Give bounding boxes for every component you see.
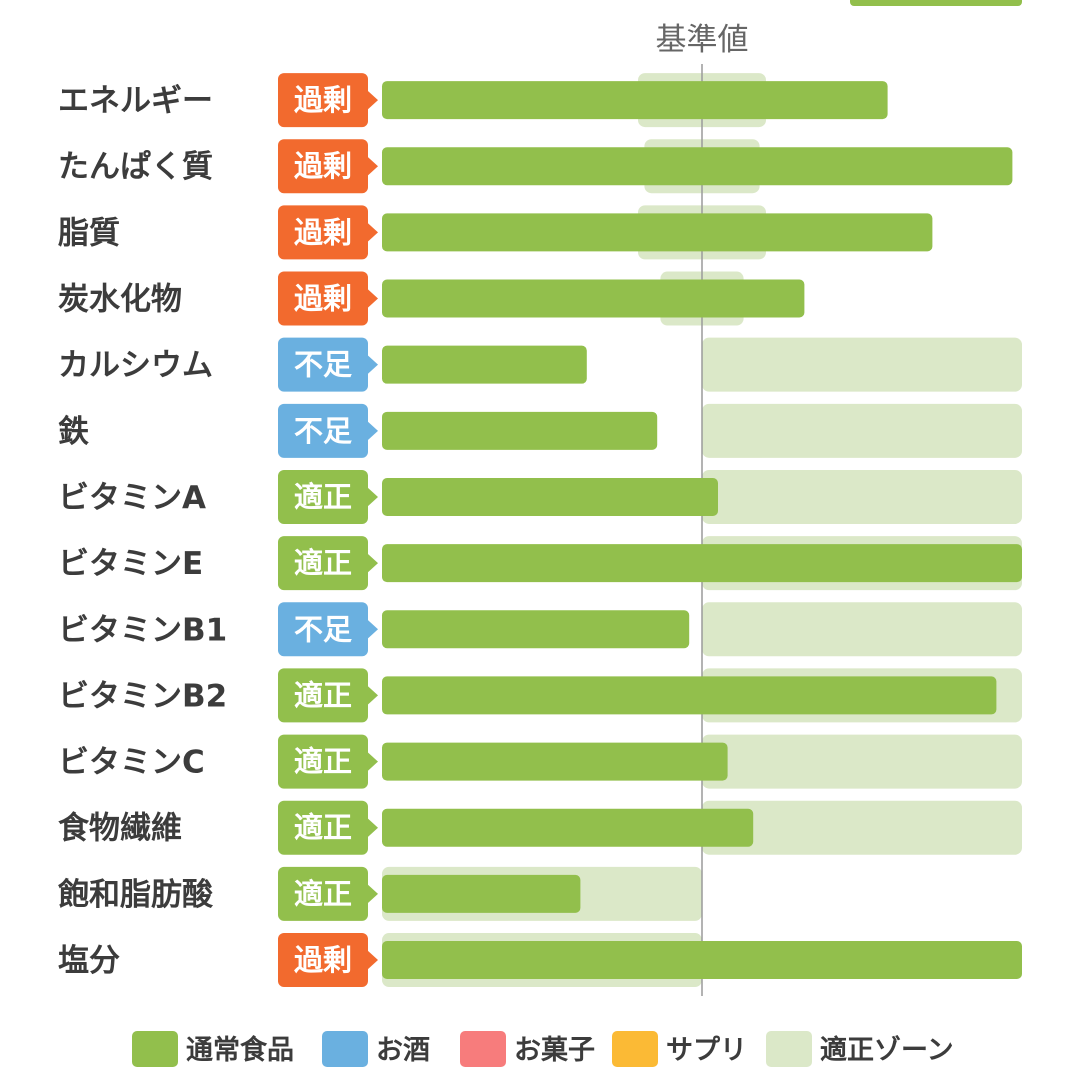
bar-9 bbox=[382, 676, 997, 715]
category-label-4: カルシウム bbox=[58, 348, 213, 384]
category-label-12: 飽和脂肪酸 bbox=[58, 877, 214, 913]
legend-label-1: お酒 bbox=[376, 1035, 430, 1066]
status-text-7: 適正 bbox=[294, 546, 352, 580]
legend-item-3: サプリ bbox=[612, 1031, 747, 1067]
legend-label-4: 適正ゾーン bbox=[820, 1034, 954, 1066]
zone-5 bbox=[702, 403, 1022, 458]
status-badge-9: 適正 bbox=[278, 668, 378, 723]
status-badge-2: 過剰 bbox=[278, 205, 378, 260]
category-label-1: たんぱく質 bbox=[58, 149, 213, 185]
legend-swatch-2 bbox=[460, 1031, 506, 1067]
status-text-0: 過剰 bbox=[294, 83, 352, 117]
category-label-3: 炭水化物 bbox=[58, 282, 182, 318]
zone-6 bbox=[702, 469, 1022, 524]
status-text-10: 適正 bbox=[294, 745, 352, 779]
bar-3 bbox=[382, 279, 805, 318]
category-label-0: エネルギー bbox=[58, 83, 213, 119]
status-text-1: 過剰 bbox=[294, 149, 352, 183]
top-edge-bar bbox=[850, 0, 1022, 6]
status-badge-7: 適正 bbox=[278, 536, 378, 591]
status-text-8: 不足 bbox=[294, 612, 352, 646]
legend-swatch-0 bbox=[132, 1031, 178, 1067]
category-label-7: ビタミンE bbox=[58, 546, 203, 582]
bar-1 bbox=[382, 147, 1013, 186]
status-badge-1: 過剰 bbox=[278, 139, 378, 194]
legend-swatch-3 bbox=[612, 1031, 658, 1067]
legend-item-1: お酒 bbox=[322, 1031, 430, 1067]
bar-12 bbox=[382, 874, 581, 913]
legend-item-0: 通常食品 bbox=[132, 1031, 294, 1067]
category-label-5: 鉄 bbox=[58, 414, 89, 450]
status-badge-12: 適正 bbox=[278, 866, 378, 921]
category-label-6: ビタミンA bbox=[58, 480, 206, 516]
bar-8 bbox=[382, 610, 690, 649]
status-text-13: 過剰 bbox=[294, 943, 352, 977]
bar-2 bbox=[382, 213, 933, 252]
bar-11 bbox=[382, 808, 754, 847]
bar-5 bbox=[382, 411, 658, 450]
legend-label-0: 通常食品 bbox=[186, 1034, 294, 1066]
status-badge-4: 不足 bbox=[278, 337, 378, 392]
bar-7 bbox=[382, 544, 1022, 583]
category-label-2: 脂質 bbox=[58, 215, 120, 251]
status-text-12: 適正 bbox=[294, 877, 352, 911]
legend-label-2: お菓子 bbox=[514, 1035, 595, 1066]
bar-10 bbox=[382, 742, 728, 781]
zone-11 bbox=[702, 800, 1022, 855]
reference-label: 基準値 bbox=[656, 22, 749, 58]
category-label-8: ビタミンB1 bbox=[58, 612, 227, 648]
status-badge-13: 過剰 bbox=[278, 933, 378, 988]
category-label-10: ビタミンC bbox=[58, 745, 205, 781]
status-text-6: 適正 bbox=[294, 480, 352, 514]
status-badge-10: 適正 bbox=[278, 734, 378, 789]
category-label-13: 塩分 bbox=[58, 943, 120, 979]
bar-4 bbox=[382, 345, 587, 384]
legend-item-4: 適正ゾーン bbox=[766, 1031, 954, 1067]
status-badge-5: 不足 bbox=[278, 403, 378, 458]
status-text-3: 過剰 bbox=[294, 282, 352, 316]
zone-8 bbox=[702, 602, 1022, 657]
bar-0 bbox=[382, 81, 888, 120]
category-label-11: 食物繊維 bbox=[58, 811, 182, 847]
legend-swatch-4 bbox=[766, 1031, 812, 1067]
bar-6 bbox=[382, 477, 718, 516]
status-text-2: 過剰 bbox=[294, 215, 352, 249]
status-badge-11: 適正 bbox=[278, 800, 378, 855]
status-text-9: 適正 bbox=[294, 678, 352, 712]
bar-13 bbox=[382, 941, 1022, 980]
status-text-4: 不足 bbox=[294, 348, 352, 382]
status-badge-0: 過剰 bbox=[278, 73, 378, 128]
legend-label-3: サプリ bbox=[666, 1035, 747, 1066]
status-badge-8: 不足 bbox=[278, 602, 378, 657]
legend-item-2: お菓子 bbox=[460, 1031, 595, 1067]
zone-10 bbox=[702, 734, 1022, 789]
status-badge-6: 適正 bbox=[278, 469, 378, 524]
zone-4 bbox=[702, 337, 1022, 392]
status-text-11: 適正 bbox=[294, 811, 352, 845]
status-text-5: 不足 bbox=[294, 414, 352, 448]
status-badge-3: 過剰 bbox=[278, 271, 378, 326]
legend-swatch-1 bbox=[322, 1031, 368, 1067]
category-label-9: ビタミンB2 bbox=[58, 678, 227, 714]
